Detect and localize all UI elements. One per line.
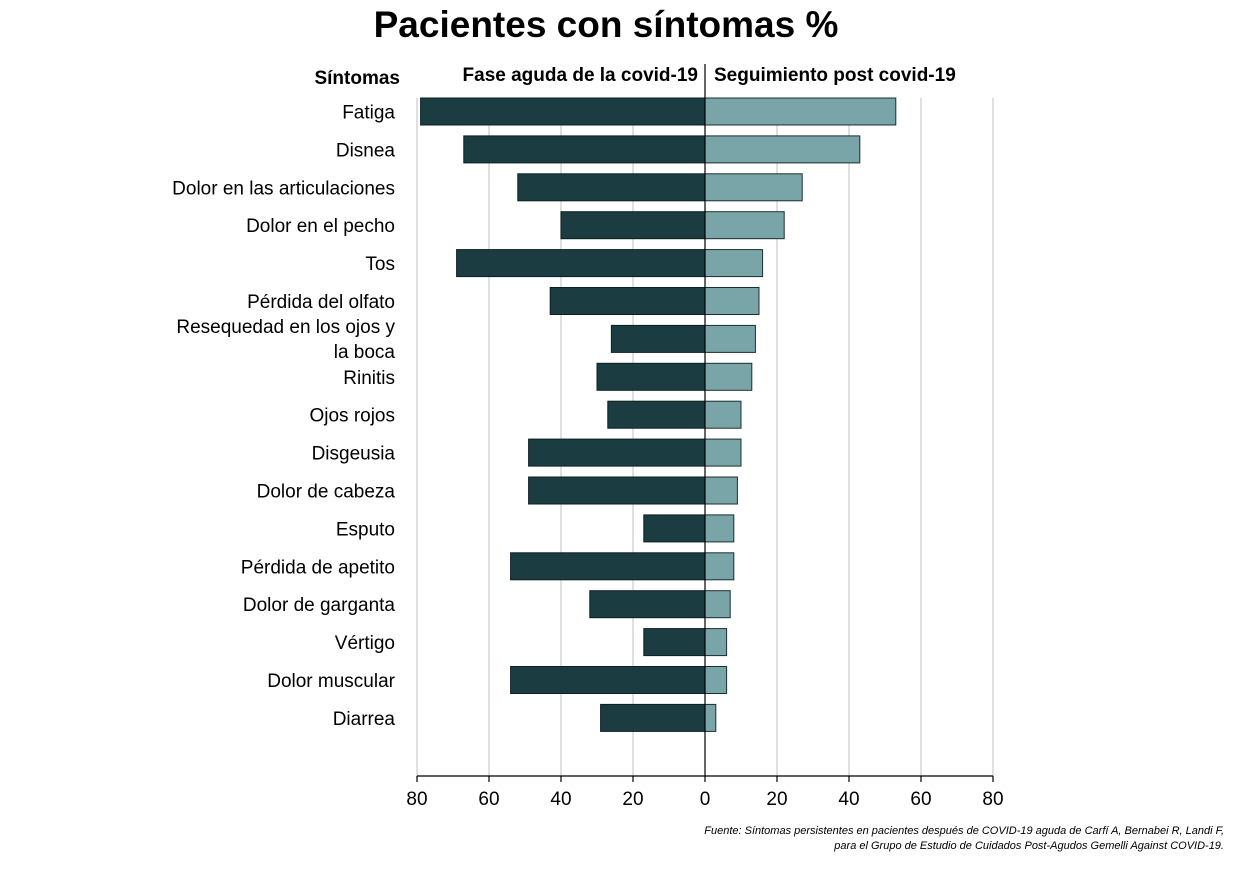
- category-label-12: Pérdida de apetito: [241, 557, 395, 578]
- category-label-8: Ojos rojos: [309, 406, 395, 427]
- bar-acute-14: [643, 628, 706, 657]
- series-header-acute: Fase aguda de la covid-19: [463, 65, 698, 86]
- bar-followup-5: [704, 287, 760, 315]
- x-tick-label-4: 0: [700, 789, 711, 810]
- category-label-4: Tos: [365, 254, 395, 275]
- bar-acute-11: [643, 514, 706, 543]
- bar-followup-10: [704, 476, 738, 505]
- source-line-1: Fuente: Síntomas persistentes en pacient…: [704, 825, 1224, 837]
- bar-followup-11: [704, 514, 735, 543]
- category-label-6: Resequedad en los ojos y la boca: [176, 317, 395, 363]
- bar-followup-1: [704, 135, 861, 164]
- x-tick-label-7: 60: [910, 789, 931, 810]
- x-tick-label-6: 40: [838, 789, 859, 810]
- bar-followup-9: [704, 438, 742, 467]
- bar-followup-8: [704, 400, 742, 429]
- category-header: Síntomas: [314, 68, 400, 89]
- bar-acute-10: [528, 476, 706, 505]
- category-label-2: Dolor en las articulaciones: [172, 178, 395, 199]
- bar-followup-16: [704, 703, 717, 732]
- bar-acute-7: [596, 362, 706, 391]
- bar-followup-13: [704, 590, 731, 619]
- bar-acute-4: [456, 249, 706, 278]
- chart-title: Pacientes con síntomas %: [373, 4, 839, 45]
- bar-acute-8: [607, 400, 706, 429]
- bar-followup-15: [704, 666, 728, 694]
- bar-acute-16: [600, 703, 706, 732]
- category-label-5: Pérdida del olfato: [247, 292, 395, 313]
- bar-acute-15: [510, 666, 706, 694]
- category-label-14: Vértigo: [335, 633, 395, 654]
- series-header-followup: Seguimiento post covid-19: [714, 65, 956, 86]
- bar-followup-6: [704, 324, 756, 353]
- bar-acute-2: [517, 173, 706, 202]
- category-label-10: Dolor de cabeza: [257, 482, 396, 503]
- x-tick-label-5: 20: [766, 789, 787, 810]
- category-label-3: Dolor en el pecho: [246, 216, 395, 237]
- bar-followup-7: [704, 362, 753, 391]
- category-label-16: Diarrea: [333, 709, 396, 730]
- bar-acute-13: [589, 590, 706, 619]
- bar-acute-1: [463, 135, 706, 164]
- x-tick-label-0: 80: [406, 789, 427, 810]
- bar-followup-0: [704, 97, 897, 126]
- bar-followup-3: [704, 211, 785, 240]
- category-label-15: Dolor muscular: [267, 671, 395, 692]
- source-note: Fuente: Síntomas persistentes en pacient…: [524, 824, 1224, 854]
- bar-acute-0: [420, 97, 706, 126]
- x-tick-label-8: 80: [982, 789, 1003, 810]
- source-line-2: para el Grupo de Estudio de Cuidados Pos…: [834, 840, 1224, 852]
- bar-followup-14: [704, 628, 728, 657]
- category-label-9: Disgeusia: [312, 444, 396, 465]
- bar-acute-6: [610, 324, 706, 353]
- category-label-7: Rinitis: [343, 368, 395, 389]
- category-label-11: Esputo: [336, 519, 395, 540]
- category-label-1: Disnea: [336, 140, 396, 161]
- x-tick-label-2: 40: [550, 789, 571, 810]
- bar-followup-2: [704, 173, 803, 202]
- category-label-13: Dolor de garganta: [243, 595, 396, 616]
- bar-acute-12: [510, 552, 706, 581]
- bar-acute-9: [528, 438, 706, 467]
- bar-acute-3: [560, 211, 706, 240]
- x-tick-label-3: 20: [622, 789, 643, 810]
- x-tick-label-1: 60: [478, 789, 499, 810]
- bar-acute-5: [549, 287, 706, 315]
- category-label-0: Fatiga: [342, 103, 395, 124]
- bar-followup-12: [704, 552, 735, 581]
- bar-followup-4: [704, 249, 764, 278]
